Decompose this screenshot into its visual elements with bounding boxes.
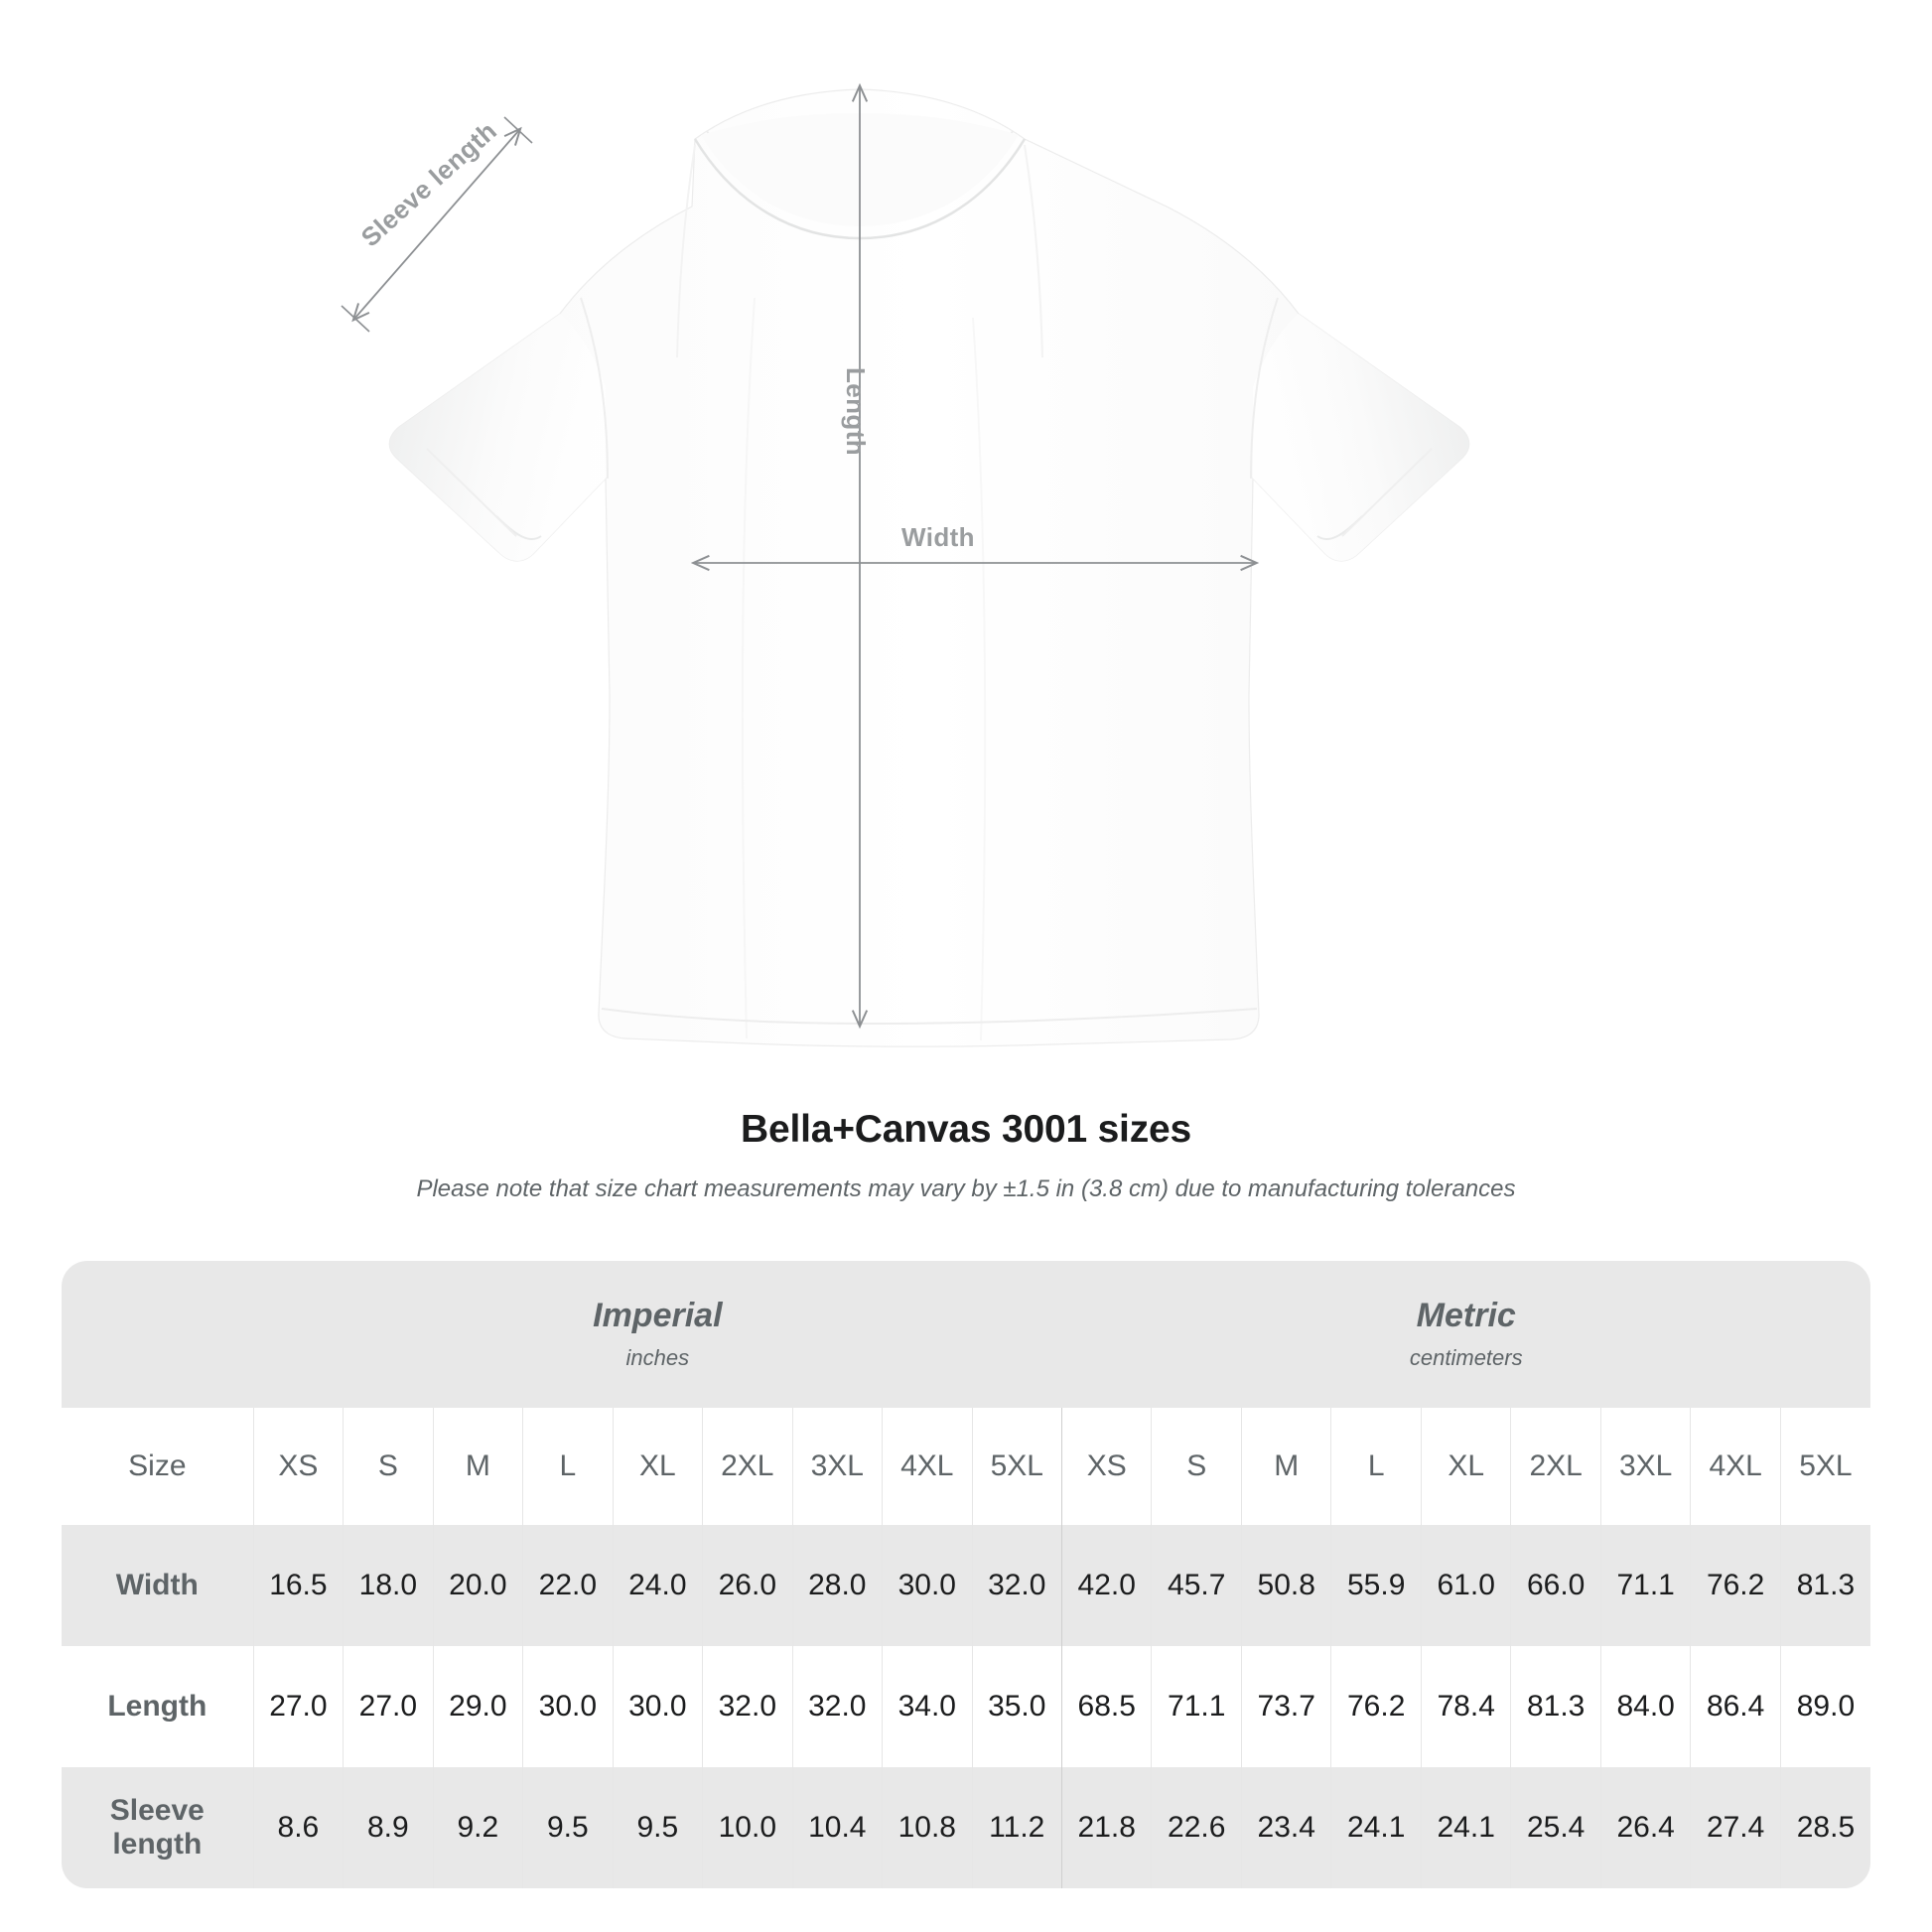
size-header-cell: M (432, 1408, 523, 1525)
table-cell: 18.0 (343, 1525, 434, 1646)
table-cell: 20.0 (432, 1525, 523, 1646)
table-row: Sleeve length 8.6 8.9 9.2 9.5 9.5 10.0 1… (62, 1767, 1870, 1888)
table-cell: 34.0 (882, 1646, 973, 1767)
table-cell: 30.0 (612, 1646, 703, 1767)
size-header-cell: 4XL (882, 1408, 973, 1525)
table-cell: 9.5 (612, 1767, 703, 1888)
size-header-cell: 4XL (1690, 1408, 1781, 1525)
size-header-cell: S (1151, 1408, 1242, 1525)
table-cell: 16.5 (252, 1525, 344, 1646)
table-cell: 61.0 (1420, 1525, 1511, 1646)
size-header-cell: 3XL (791, 1408, 883, 1525)
table-cell: 10.8 (882, 1767, 973, 1888)
table-cell: 23.4 (1240, 1767, 1331, 1888)
table-cell: 86.4 (1690, 1646, 1781, 1767)
table-cell: 22.0 (522, 1525, 614, 1646)
table-cell: 26.0 (702, 1525, 793, 1646)
table-cell: 71.1 (1151, 1646, 1242, 1767)
table-cell: 73.7 (1240, 1646, 1331, 1767)
table-row: Length 27.0 27.0 29.0 30.0 30.0 32.0 32.… (62, 1646, 1870, 1767)
table-cell: 29.0 (432, 1646, 523, 1767)
table-cell: 26.4 (1599, 1767, 1691, 1888)
table-cell: 66.0 (1510, 1525, 1601, 1646)
size-header-label: Size (62, 1408, 254, 1525)
length-dimension-label: Length (841, 367, 871, 457)
group-header-spacer (62, 1261, 254, 1408)
table-cell: 24.1 (1330, 1767, 1422, 1888)
group-unit-metric: centimeters (1409, 1344, 1523, 1370)
unit-group-header-row: Imperial inches Metric centimeters (62, 1261, 1870, 1408)
size-header-cell: XL (612, 1408, 703, 1525)
table-cell: 89.0 (1779, 1646, 1870, 1767)
table-cell: 30.0 (522, 1646, 614, 1767)
table-cell: 76.2 (1690, 1525, 1781, 1646)
size-header-cell: L (522, 1408, 614, 1525)
tolerance-note: Please note that size chart measurements… (416, 1175, 1516, 1202)
table-cell: 32.0 (971, 1525, 1062, 1646)
product-diagram: Sleeve length Length Width (341, 82, 1470, 1047)
table-cell: 81.3 (1510, 1646, 1601, 1767)
table-cell: 28.0 (791, 1525, 883, 1646)
table-cell: 25.4 (1510, 1767, 1601, 1888)
size-header-cell: M (1240, 1408, 1331, 1525)
table-cell: 27.0 (343, 1646, 434, 1767)
table-cell: 84.0 (1599, 1646, 1691, 1767)
table-cell: 10.0 (702, 1767, 793, 1888)
table-cell: 71.1 (1599, 1525, 1691, 1646)
row-label-width: Width (62, 1525, 254, 1646)
width-dimension-label: Width (901, 522, 975, 552)
group-title-imperial: Imperial (593, 1297, 723, 1335)
row-label-length: Length (62, 1646, 254, 1767)
table-cell: 11.2 (971, 1767, 1062, 1888)
size-header-cell: 5XL (971, 1408, 1062, 1525)
table-cell: 9.5 (522, 1767, 614, 1888)
table-cell: 22.6 (1151, 1767, 1242, 1888)
size-header-cell: XS (252, 1408, 344, 1525)
tshirt-body (388, 88, 1470, 1047)
table-cell: 76.2 (1330, 1646, 1422, 1767)
group-unit-imperial: inches (625, 1344, 690, 1370)
table-cell: 27.0 (252, 1646, 344, 1767)
table-cell: 24.0 (612, 1525, 703, 1646)
size-header-cell: 3XL (1599, 1408, 1691, 1525)
table-cell: 78.4 (1420, 1646, 1511, 1767)
table-cell: 24.1 (1420, 1767, 1511, 1888)
table-cell: 8.9 (343, 1767, 434, 1888)
table-cell: 50.8 (1240, 1525, 1331, 1646)
table-cell: 55.9 (1330, 1525, 1422, 1646)
table-cell: 10.4 (791, 1767, 883, 1888)
table-cell: 9.2 (432, 1767, 523, 1888)
table-cell: 35.0 (971, 1646, 1062, 1767)
size-header-cell: XL (1420, 1408, 1511, 1525)
size-table: Imperial inches Metric centimeters Size … (62, 1261, 1870, 1888)
size-header-row: Size XS S M L XL 2XL 3XL 4XL 5XL XS S M … (62, 1408, 1870, 1525)
size-header-cell: 2XL (1510, 1408, 1601, 1525)
size-table-container: Imperial inches Metric centimeters Size … (62, 1261, 1870, 1888)
size-header-cell: L (1330, 1408, 1422, 1525)
table-cell: 68.5 (1060, 1646, 1152, 1767)
table-cell: 32.0 (791, 1646, 883, 1767)
size-header-cell: XS (1060, 1408, 1152, 1525)
table-cell: 27.4 (1690, 1767, 1781, 1888)
page-title: Bella+Canvas 3001 sizes (741, 1108, 1191, 1151)
tshirt-illustration (341, 82, 1470, 1047)
group-title-metric: Metric (1416, 1297, 1516, 1335)
table-cell: 30.0 (882, 1525, 973, 1646)
table-cell: 8.6 (252, 1767, 344, 1888)
table-cell: 81.3 (1779, 1525, 1870, 1646)
table-cell: 32.0 (702, 1646, 793, 1767)
table-cell: 28.5 (1779, 1767, 1870, 1888)
group-header-metric: Metric centimeters (1061, 1261, 1870, 1408)
sleeve-length-arrow (341, 116, 533, 333)
size-header-cell: S (343, 1408, 434, 1525)
group-header-imperial: Imperial inches (253, 1261, 1062, 1408)
size-header-cell: 5XL (1779, 1408, 1870, 1525)
table-cell: 42.0 (1060, 1525, 1152, 1646)
table-row: Width 16.5 18.0 20.0 22.0 24.0 26.0 28.0… (62, 1525, 1870, 1646)
size-header-cell: 2XL (702, 1408, 793, 1525)
table-cell: 21.8 (1060, 1767, 1152, 1888)
row-label-sleeve-length: Sleeve length (62, 1767, 254, 1888)
table-cell: 45.7 (1151, 1525, 1242, 1646)
